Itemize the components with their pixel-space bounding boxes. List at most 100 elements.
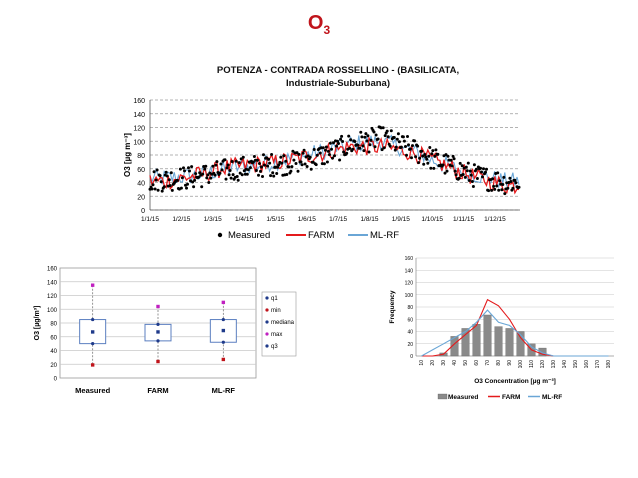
timeseries-point-measured (431, 149, 435, 153)
timeseries-point-measured (369, 138, 373, 142)
timeseries-point-measured (220, 168, 224, 172)
histogram-bar-measured (483, 314, 492, 357)
timeseries-point-measured (231, 173, 235, 177)
timeseries-point-measured (280, 161, 284, 165)
timeseries-point-measured (201, 172, 205, 176)
timeseries-point-measured (296, 169, 300, 173)
timeseries-point-measured (203, 167, 207, 171)
histogram-xtick-label: 140 (562, 360, 568, 369)
histogram-ytick-label: 0 (410, 354, 413, 360)
timeseries-point-measured (374, 133, 378, 137)
timeseries-point-measured (190, 165, 194, 169)
timeseries-point-measured (218, 171, 222, 175)
timeseries-point-measured (410, 156, 413, 160)
timeseries-point-measured (198, 171, 202, 175)
timeseries-point-measured (270, 153, 274, 156)
timeseries-point-measured (297, 152, 301, 156)
boxplot-legend-marker-max (265, 332, 269, 336)
histogram-ytick-label: 160 (405, 256, 414, 262)
timeseries-point-measured (353, 140, 357, 143)
timeseries-point-measured (155, 168, 159, 172)
timeseries-chart: POTENZA - CONTRADA ROSSELLINO - (BASILIC… (123, 65, 521, 241)
boxplot-point-max (221, 300, 226, 305)
timeseries-point-measured (394, 145, 398, 149)
timeseries-point-measured (492, 184, 496, 188)
timeseries-point-measured (169, 171, 173, 175)
timeseries-point-measured (464, 165, 468, 169)
histogram-bar-measured (516, 331, 525, 357)
histogram-xtick-label: 110 (529, 360, 535, 368)
timeseries-point-measured (315, 153, 319, 157)
timeseries-point-measured (361, 144, 365, 148)
timeseries-point-measured (457, 176, 461, 180)
timeseries-point-measured (337, 142, 340, 145)
timeseries-point-measured (508, 176, 512, 180)
timeseries-point-measured (262, 153, 265, 157)
timeseries-point-measured (376, 137, 380, 141)
timeseries-point-measured (493, 187, 497, 191)
timeseries-point-measured (207, 181, 211, 184)
boxplot-chart: 0 20 40 60 80 100 120 140 160 O3 [µg/m³] Measured F… (34, 267, 297, 395)
timeseries-point-measured (268, 161, 272, 165)
timeseries-point-measured (421, 154, 425, 158)
timeseries-point-measured (413, 139, 417, 143)
timeseries-point-measured (383, 134, 387, 138)
histogram-legend-marker-measured (437, 393, 448, 400)
timeseries-point-measured (245, 172, 249, 176)
timeseries-point-measured (367, 150, 371, 154)
timeseries-legend-marker-measured (217, 232, 223, 238)
timeseries-point-measured (444, 153, 448, 157)
timeseries-point-measured (326, 149, 330, 153)
timeseries-point-measured (381, 126, 385, 130)
timeseries-point-measured (498, 179, 502, 183)
timeseries-point-measured (265, 156, 269, 160)
timeseries-point-measured (294, 162, 298, 165)
timeseries-point-measured (254, 169, 258, 172)
histogram-xtick-label: 150 (573, 360, 579, 369)
timeseries-point-measured (309, 167, 313, 171)
histogram-xtick-label: 80 (496, 360, 502, 366)
timeseries-point-measured (405, 153, 408, 157)
timeseries-point-measured (239, 157, 243, 161)
timeseries-point-measured (285, 173, 289, 176)
timeseries-point-measured (430, 152, 434, 156)
timeseries-point-measured (302, 148, 306, 152)
timeseries-point-measured (497, 188, 501, 192)
timeseries-point-measured (366, 134, 370, 138)
timeseries-point-measured (292, 158, 296, 162)
timeseries-point-measured (192, 185, 196, 189)
boxplot-ytick-label: 0 (54, 377, 58, 383)
timeseries-point-measured (481, 175, 484, 179)
timeseries-point-measured (365, 139, 369, 143)
timeseries-point-measured (236, 178, 240, 182)
timeseries-point-measured (267, 157, 271, 161)
boxplot-point-q1 (156, 339, 160, 343)
timeseries-point-measured (204, 164, 208, 168)
timeseries-point-measured (226, 163, 230, 167)
timeseries-point-measured (234, 159, 238, 163)
histogram-xtick-label: 130 (551, 360, 557, 369)
timeseries-point-measured (404, 145, 407, 148)
timeseries-point-measured (229, 176, 233, 180)
timeseries-point-measured (187, 166, 190, 170)
timeseries-point-measured (159, 180, 163, 184)
timeseries-point-measured (418, 156, 422, 160)
timeseries-point-measured (409, 147, 412, 151)
histogram-bar-measured (472, 324, 481, 357)
timeseries-point-measured (158, 174, 162, 178)
boxplot-category-label: ML-RF (212, 386, 236, 395)
histogram-legend-farm: FARM (502, 394, 520, 401)
timeseries-point-measured (386, 135, 390, 139)
timeseries-point-measured (471, 185, 475, 188)
timeseries-point-measured (271, 171, 275, 175)
histogram-xtick-label: 90 (507, 360, 513, 366)
timeseries-point-measured (227, 173, 231, 177)
timeseries-point-measured (170, 188, 174, 192)
timeseries-xtick-label: 1/11/15 (453, 216, 475, 223)
histogram-xtick-label: 40 (452, 360, 458, 366)
timeseries-point-measured (295, 151, 299, 155)
timeseries-point-measured (466, 161, 470, 165)
timeseries-point-measured (472, 163, 476, 167)
timeseries-point-measured (290, 165, 294, 169)
timeseries-point-measured (358, 146, 362, 150)
